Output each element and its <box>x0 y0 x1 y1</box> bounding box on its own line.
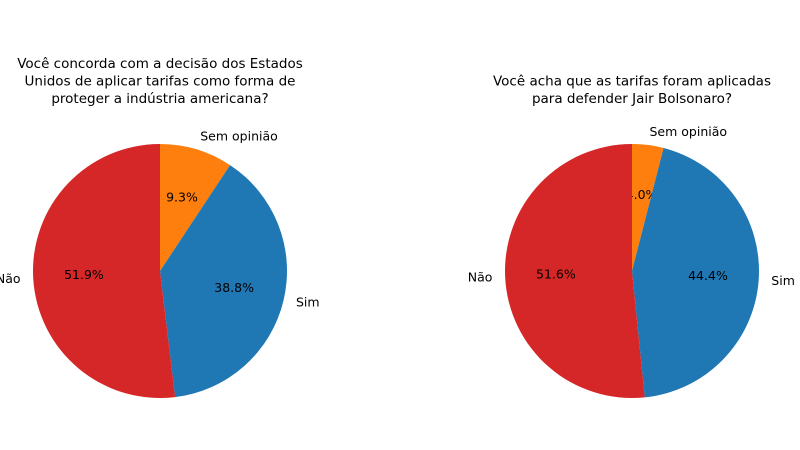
chart-title-line: Você acha que as tarifas foram aplicadas <box>493 74 771 90</box>
pie-slice-sim <box>160 165 288 398</box>
chart-title-line: proteger a indústria americana? <box>51 91 268 107</box>
slice-label: Sim <box>296 295 320 310</box>
slice-percent-label: 9.3% <box>166 190 198 205</box>
pie-slice-n-o <box>33 144 176 398</box>
slice-label: Sem opinião <box>650 124 728 139</box>
slice-label: Sem opinião <box>200 129 278 144</box>
slice-label: Não <box>468 270 493 285</box>
pie-slice-n-o <box>504 144 645 398</box>
chart-title-line: Você concorda com a decisão dos Estados <box>17 56 303 72</box>
slice-label: Não <box>0 271 21 286</box>
chart-title-line: para defender Jair Bolsonaro? <box>532 91 732 107</box>
slice-percent-label: 38.8% <box>214 280 254 295</box>
chart-title-line: Unidos de aplicar tarifas como forma de <box>25 74 296 90</box>
slice-label: Sim <box>771 273 795 288</box>
pie-slice-sem-opini-o <box>632 144 664 271</box>
slice-percent-label: 51.6% <box>536 266 576 281</box>
pie-slice-sem-opini-o <box>160 144 231 271</box>
slice-percent-label: 44.4% <box>688 268 728 283</box>
pie-chart-1: Você concorda com a decisão dos Estados U… <box>0 56 320 398</box>
pie-slice-sim <box>632 147 759 398</box>
pie-chart-2: Você acha que as tarifas foram aplicadas… <box>468 74 795 398</box>
slice-percent-label: 51.9% <box>64 267 104 282</box>
slice-percent-label: 4.0% <box>626 187 658 202</box>
